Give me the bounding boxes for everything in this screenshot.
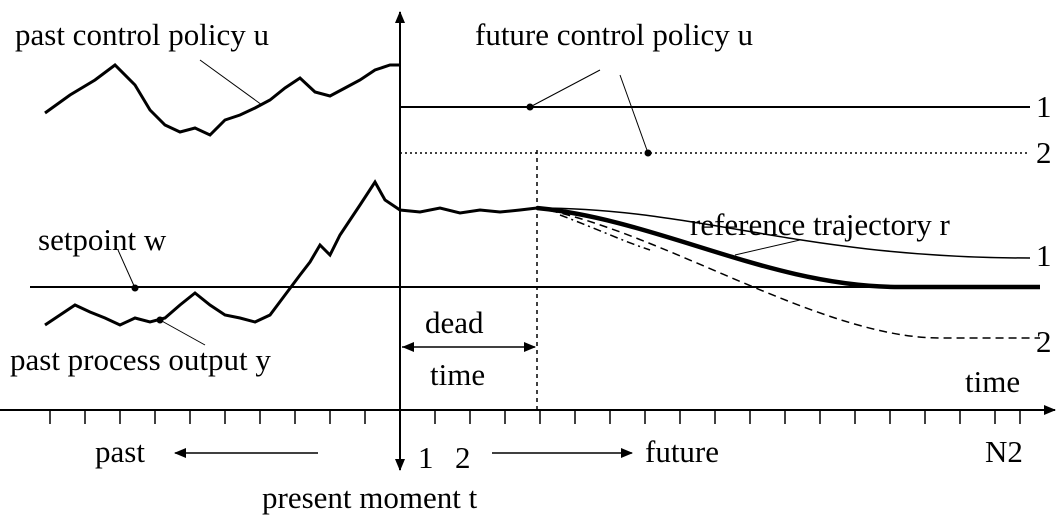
past-output-curve [44, 179, 538, 327]
option-label: 1 [1036, 89, 1052, 124]
dead-time-arrowhead [402, 342, 414, 352]
label: past control policy u [15, 17, 269, 52]
label: time [430, 357, 485, 392]
label: dead [425, 305, 484, 340]
leader-lines [117, 59, 801, 346]
label: past [95, 434, 145, 469]
label: reference trajectory r [690, 207, 951, 242]
label: setpoint w [38, 222, 167, 257]
output-curve-3 [559, 214, 651, 251]
label: present moment t [262, 480, 478, 515]
output-curve-2 [536, 207, 1040, 339]
label: past process output y [10, 342, 271, 377]
option-label: 2 [1036, 135, 1052, 170]
label: future [645, 434, 719, 469]
output-curve-1 [536, 207, 1031, 259]
label: N2 [985, 434, 1023, 469]
step-label: 1 [418, 440, 434, 475]
label: future control policy u [475, 17, 753, 52]
option-label: 1 [1036, 238, 1052, 273]
label: time [965, 364, 1020, 399]
past-control-curve [44, 63, 400, 137]
option-label: 2 [1036, 324, 1052, 359]
axes [0, 11, 1056, 471]
step-label: 2 [455, 440, 471, 475]
time-ticks [49, 410, 1021, 424]
reference-trajectory [536, 205, 1040, 290]
